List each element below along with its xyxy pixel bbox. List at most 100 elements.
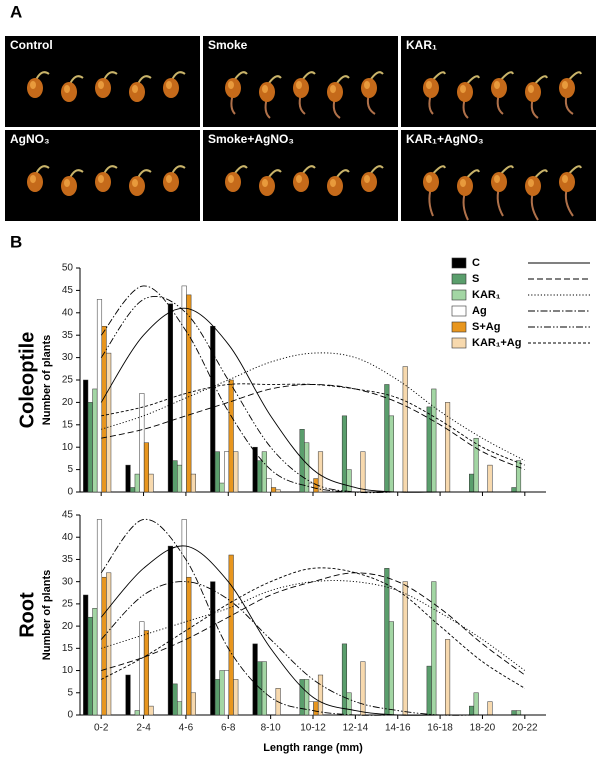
- y-axis-subtitle: Number of plants: [41, 570, 53, 660]
- legend-label: Ag: [472, 305, 487, 317]
- bar: [181, 285, 187, 493]
- bar: [469, 473, 475, 493]
- seed: [361, 172, 377, 192]
- fit-curve: [100, 295, 525, 494]
- seed: [293, 172, 309, 192]
- bar: [388, 415, 394, 493]
- seed-highlight: [562, 175, 568, 183]
- bar: [87, 616, 93, 716]
- seed: [327, 176, 343, 196]
- bar: [233, 451, 239, 493]
- bar: [172, 683, 178, 716]
- fit-curve: [101, 352, 526, 462]
- bar: [92, 388, 98, 493]
- seed-highlight: [330, 179, 336, 187]
- x-tick-label: 20-22: [512, 723, 538, 734]
- photo-label: Smoke: [208, 38, 248, 52]
- bar: [186, 576, 192, 716]
- legend-label: C: [472, 257, 480, 269]
- bar: [186, 294, 192, 493]
- seed: [327, 82, 343, 102]
- y-tick-label: 0: [67, 487, 73, 498]
- seed: [525, 176, 541, 196]
- y-tick-label: 15: [62, 419, 74, 430]
- y-tick-label: 30: [62, 352, 74, 363]
- y-tick-label: 35: [62, 554, 74, 565]
- seed: [225, 78, 241, 98]
- y-tick-label: 40: [62, 532, 74, 543]
- bar: [341, 643, 348, 716]
- bar: [469, 705, 475, 716]
- bar: [214, 679, 220, 716]
- y-axis-title: Root: [16, 592, 38, 638]
- seed: [129, 176, 145, 196]
- y-tick-label: 20: [62, 621, 74, 632]
- seed-highlight: [296, 175, 302, 183]
- bar: [402, 581, 408, 716]
- x-tick-label: 8-10: [261, 723, 281, 734]
- legend-swatch: [451, 273, 467, 285]
- bar: [426, 665, 432, 716]
- bar: [388, 621, 394, 716]
- x-axis-title: Length range (mm): [263, 742, 363, 754]
- x-tick-label: 14-16: [385, 723, 411, 734]
- bar: [139, 393, 145, 493]
- bar: [125, 464, 131, 493]
- bar: [308, 701, 314, 716]
- seed: [559, 78, 575, 98]
- bar: [101, 576, 107, 716]
- panel-label: A: [10, 2, 22, 21]
- seed: [163, 172, 179, 192]
- bar: [261, 451, 267, 493]
- bar: [190, 692, 196, 716]
- legend-swatch: [451, 305, 467, 317]
- x-tick-label: 2-4: [136, 723, 151, 734]
- seed-highlight: [330, 85, 336, 93]
- seed-highlight: [460, 85, 466, 93]
- y-tick-label: 15: [62, 643, 74, 654]
- bar: [87, 402, 93, 493]
- legend-label: KAR₁+Ag: [472, 337, 521, 349]
- bar: [228, 379, 234, 493]
- x-tick-label: 18-20: [470, 723, 496, 734]
- bar: [402, 366, 408, 493]
- legend-swatch: [451, 289, 467, 301]
- seed-highlight: [528, 85, 534, 93]
- x-tick-label: 16-18: [427, 723, 453, 734]
- y-tick-label: 45: [62, 285, 74, 296]
- seed-highlight: [64, 179, 70, 187]
- bar: [214, 451, 220, 493]
- bar: [304, 679, 310, 716]
- bar: [304, 442, 310, 493]
- y-tick-label: 5: [67, 464, 73, 475]
- bar: [101, 325, 107, 493]
- bar: [210, 581, 216, 716]
- bar: [473, 437, 479, 493]
- seed-highlight: [562, 81, 568, 89]
- bar: [148, 705, 154, 716]
- bar: [143, 630, 149, 716]
- seed-highlight: [426, 81, 432, 89]
- bar: [360, 451, 366, 493]
- fit-curve: [101, 572, 526, 676]
- seed-highlight: [98, 175, 104, 183]
- bar: [130, 487, 136, 493]
- y-axis-subtitle: Number of plants: [41, 335, 53, 425]
- bar: [106, 572, 112, 716]
- bar: [134, 710, 140, 716]
- x-tick-label: 4-6: [179, 723, 194, 734]
- seed: [27, 78, 43, 98]
- y-tick-label: 5: [67, 687, 73, 698]
- bar: [384, 384, 390, 493]
- seed: [423, 172, 439, 192]
- y-tick-label: 25: [62, 599, 74, 610]
- bar: [473, 692, 479, 716]
- bar: [177, 701, 183, 716]
- seed: [423, 78, 439, 98]
- seed-highlight: [494, 175, 500, 183]
- fit-curve: [101, 384, 525, 471]
- seed-highlight: [364, 81, 370, 89]
- x-tick-label: 12-14: [343, 723, 369, 734]
- bar: [148, 473, 154, 493]
